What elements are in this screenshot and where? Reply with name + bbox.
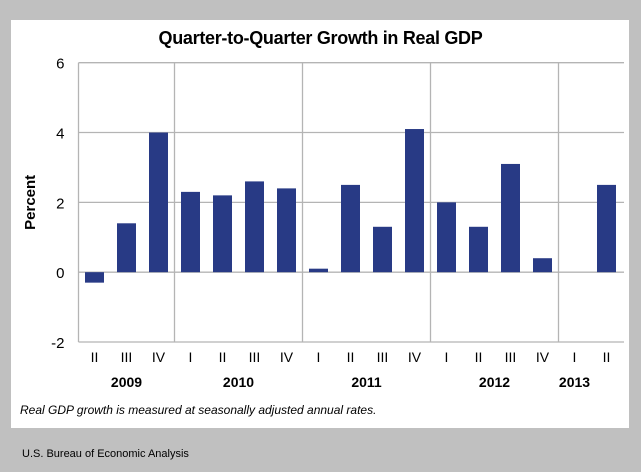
bar <box>245 181 264 273</box>
bar <box>597 184 616 273</box>
x-tick-label: IV <box>536 349 550 365</box>
bar <box>373 226 392 273</box>
y-tick-label: -2 <box>51 335 64 352</box>
x-tick-label: II <box>603 349 611 365</box>
chart-note: Real GDP growth is measured at seasonall… <box>20 403 377 417</box>
bar <box>181 191 200 273</box>
chart-panel <box>11 20 629 428</box>
x-tick-label: I <box>573 349 577 365</box>
x-tick-label: I <box>445 349 449 365</box>
x-tick-label: I <box>317 349 321 365</box>
year-label: 2011 <box>351 374 382 390</box>
y-tick-label: 6 <box>56 56 64 73</box>
bar <box>341 184 360 273</box>
year-label: 2013 <box>559 374 590 390</box>
y-axis-label: Percent <box>22 175 39 230</box>
x-tick-label: II <box>91 349 99 365</box>
x-tick-label: III <box>505 349 517 365</box>
y-tick-label: 2 <box>56 195 64 212</box>
x-tick-label: III <box>249 349 261 365</box>
bar <box>533 258 552 273</box>
bar <box>309 268 328 273</box>
year-label: 2012 <box>479 374 510 390</box>
x-tick-label: II <box>475 349 483 365</box>
bar <box>405 129 424 273</box>
x-tick-label: III <box>377 349 389 365</box>
bar <box>469 226 488 273</box>
year-label: 2009 <box>111 374 142 390</box>
bar <box>85 272 104 283</box>
x-tick-label: IV <box>408 349 422 365</box>
chart-title: Quarter-to-Quarter Growth in Real GDP <box>158 28 483 48</box>
y-tick-label: 0 <box>56 265 64 282</box>
bar <box>149 132 168 273</box>
x-tick-label: IV <box>152 349 166 365</box>
bar <box>117 223 136 273</box>
x-tick-label: I <box>189 349 193 365</box>
bar <box>437 202 456 273</box>
source-label: U.S. Bureau of Economic Analysis <box>22 448 189 460</box>
bar <box>277 188 296 273</box>
x-tick-label: II <box>347 349 355 365</box>
y-tick-label: 4 <box>56 126 64 143</box>
bar <box>213 195 232 273</box>
year-label: 2010 <box>223 374 254 390</box>
x-tick-label: II <box>219 349 227 365</box>
x-tick-label: IV <box>280 349 294 365</box>
bar <box>501 163 520 273</box>
x-tick-label: III <box>121 349 133 365</box>
